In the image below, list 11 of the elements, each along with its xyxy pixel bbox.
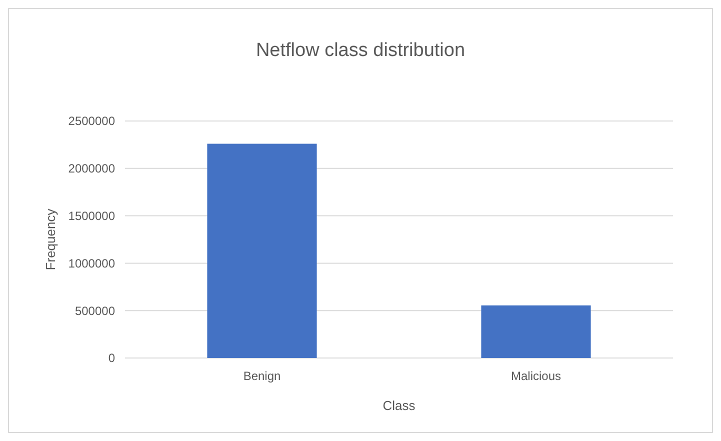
y-axis-title: Frequency	[43, 208, 58, 270]
x-tick-label: Malicious	[510, 369, 562, 383]
y-tick-label: 0	[108, 351, 116, 366]
y-tick-label: 2000000	[68, 162, 116, 176]
x-tick-label: Benign	[243, 369, 281, 383]
y-tick-label: 2500000	[68, 114, 116, 128]
y-tick-label: 500000	[74, 304, 116, 318]
y-tick-label: 1500000	[68, 209, 116, 223]
chart-title: Netflow class distribution	[256, 40, 466, 61]
x-axis-title: Class	[382, 398, 416, 413]
y-tick-label: 1000000	[68, 256, 116, 270]
